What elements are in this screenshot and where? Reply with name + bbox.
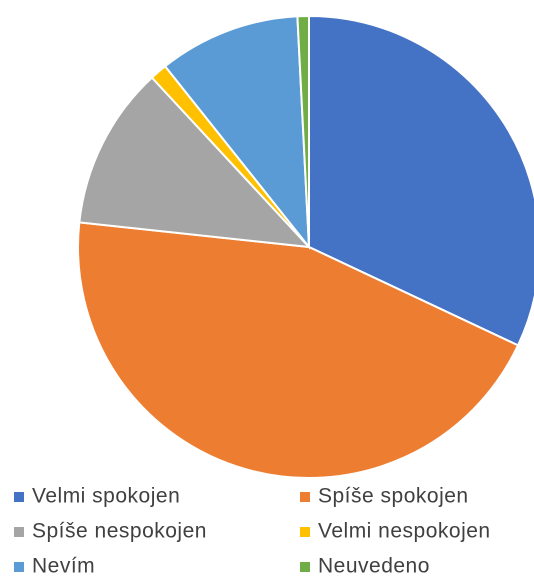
legend-label: Spíše spokojen <box>318 485 469 508</box>
pie-slice <box>77 221 520 479</box>
legend-label: Velmi nespokojen <box>318 520 491 543</box>
legend-label: Nevím <box>32 555 95 578</box>
legend-marker <box>300 492 310 502</box>
legend-marker <box>300 562 310 572</box>
legend-label: Spíše nespokojen <box>32 520 207 543</box>
pie-slice <box>296 14 310 248</box>
pie-slice <box>308 14 534 347</box>
pie-slice <box>78 76 312 249</box>
legend-label: Velmi spokojen <box>32 485 180 508</box>
pie-slice <box>163 15 311 251</box>
legend-marker <box>14 492 24 502</box>
legend-marker <box>14 527 24 537</box>
legend-marker <box>300 527 310 537</box>
legend-marker <box>14 562 24 572</box>
legend-label: Neuvedeno <box>318 555 430 578</box>
